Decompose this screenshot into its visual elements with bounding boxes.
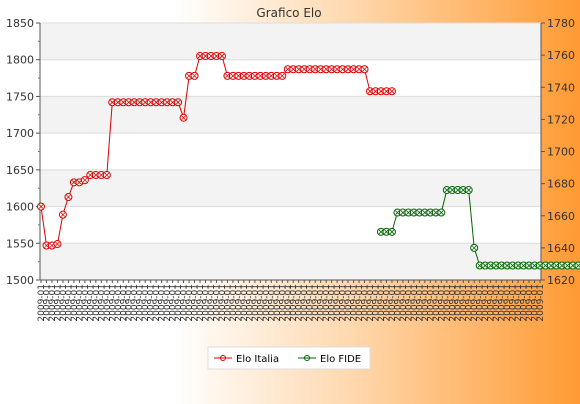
plot-area xyxy=(40,23,541,280)
y-right-tick-label: 1780 xyxy=(547,17,575,30)
y-left-tick-label: 1850 xyxy=(6,17,34,30)
y-axis-right: 1620 1640 1660 1680 1700 1720 1740 1760 1780 xyxy=(541,17,575,287)
legend-label-elo-fide: Elo FIDE xyxy=(320,354,361,365)
data-point-elo-italia[interactable] xyxy=(175,99,182,106)
data-point-elo-italia[interactable] xyxy=(65,194,72,201)
y-right-tick-label: 1620 xyxy=(547,274,575,287)
y-right-tick-label: 1680 xyxy=(547,178,575,191)
y-left-tick-label: 1700 xyxy=(6,127,34,140)
x-axis-ticks: 2009-012009-012009-012009-012009-012009-… xyxy=(37,280,546,322)
y-right-tick-label: 1640 xyxy=(547,242,575,255)
data-point-elo-italia[interactable] xyxy=(388,88,395,95)
y-left-tick-label: 1550 xyxy=(6,237,34,250)
data-point-elo-fide[interactable] xyxy=(438,209,445,216)
y-right-tick-label: 1700 xyxy=(547,146,575,159)
data-point-elo-italia[interactable] xyxy=(218,53,225,60)
data-point-elo-fide[interactable] xyxy=(388,228,395,235)
data-point-elo-italia[interactable] xyxy=(103,171,110,178)
data-point-elo-italia[interactable] xyxy=(180,114,187,121)
plot-background xyxy=(40,23,541,280)
data-point-elo-italia[interactable] xyxy=(54,241,61,248)
data-point-elo-italia[interactable] xyxy=(38,203,45,210)
y-left-tick-label: 1600 xyxy=(6,201,34,214)
y-right-tick-label: 1660 xyxy=(547,210,575,223)
y-axis-left: 1500 1550 1600 1650 1700 1750 1800 1850 xyxy=(6,17,40,287)
x-tick-label: 2009-01 xyxy=(536,284,546,322)
y-left-tick-label: 1500 xyxy=(6,274,34,287)
data-point-elo-italia[interactable] xyxy=(361,66,368,73)
data-point-elo-italia[interactable] xyxy=(279,72,286,79)
legend[interactable]: Elo Italia Elo FIDE xyxy=(208,347,370,369)
data-point-elo-italia[interactable] xyxy=(81,177,88,184)
y-right-tick-label: 1760 xyxy=(547,49,575,62)
y-right-tick-label: 1740 xyxy=(547,81,575,94)
y-left-tick-label: 1650 xyxy=(6,164,34,177)
grid-band xyxy=(40,23,541,60)
data-point-elo-fide[interactable] xyxy=(465,187,472,194)
data-point-elo-italia[interactable] xyxy=(59,211,66,218)
chart-title: Grafico Elo xyxy=(256,6,321,20)
data-point-elo-fide[interactable] xyxy=(575,262,580,269)
data-point-elo-italia[interactable] xyxy=(191,72,198,79)
y-left-tick-label: 1800 xyxy=(6,54,34,67)
y-right-tick-label: 1720 xyxy=(547,113,575,126)
legend-label-elo-italia: Elo Italia xyxy=(236,354,279,365)
data-point-elo-fide[interactable] xyxy=(471,244,478,251)
grid-band xyxy=(40,243,541,280)
y-left-tick-label: 1750 xyxy=(6,90,34,103)
